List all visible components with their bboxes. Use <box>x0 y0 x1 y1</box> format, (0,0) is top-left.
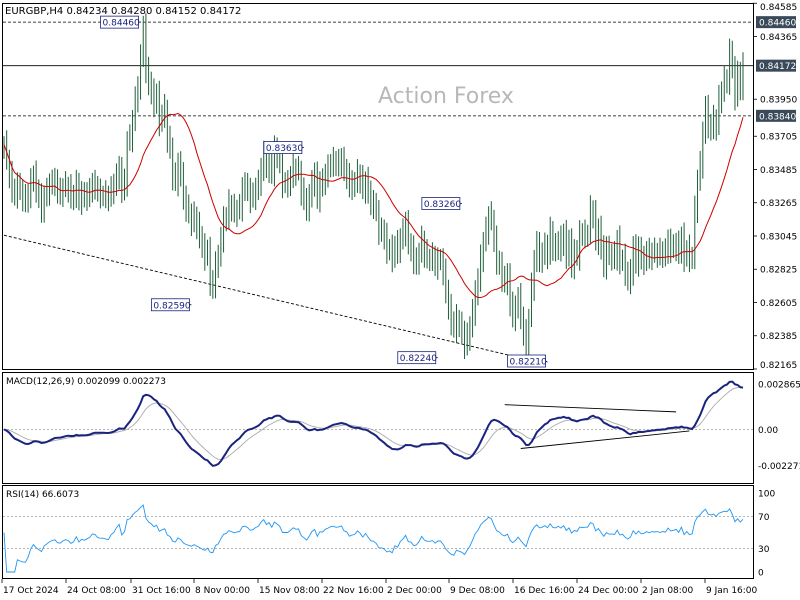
rsi-series <box>3 504 753 573</box>
x-tick-label: 2 Dec 00:00 <box>387 586 442 596</box>
chart-header: EURGBP,H4 0.84234 0.84280 0.84152 0.8417… <box>5 6 241 17</box>
rsi-line <box>3 504 744 573</box>
rsi-tick-label: 30 <box>758 545 770 555</box>
price-annotations: 0.84460 0.83630 0.83260 0.82590 0.82240 0.822… <box>100 15 548 368</box>
price-annotation: 0.82590 <box>151 298 192 312</box>
annotation-box <box>421 197 461 210</box>
price-tag-box <box>756 59 796 72</box>
annotation-label: 0.84460 <box>103 19 140 29</box>
x-tick-label: 31 Oct 16:00 <box>132 586 191 596</box>
annotation-box <box>507 354 546 368</box>
price-tag: 0.84460 <box>759 19 796 29</box>
price-annotation: 0.82210 <box>507 354 548 368</box>
price-pane <box>2 3 754 370</box>
price-tick-label: 0.82605 <box>760 299 797 309</box>
price-annotation: 0.83260 <box>421 197 462 210</box>
macd-tick-label: -0.002271 <box>758 462 800 472</box>
support-trendline <box>3 234 545 365</box>
x-tick-label: 17 Oct 2024 <box>3 586 59 596</box>
price-tick-label: 0.83705 <box>760 133 797 143</box>
macd-pane <box>2 372 754 484</box>
price-tag: 0.83840 <box>759 112 796 122</box>
support-line <box>3 234 545 365</box>
x-tick-label: 8 Nov 00:00 <box>195 586 250 596</box>
x-tick-label: 16 Dec 16:00 <box>514 586 575 596</box>
price-tag-box <box>756 16 796 29</box>
price-annotation: 0.82240 <box>397 351 438 365</box>
rsi-tick-label: 0 <box>758 569 764 579</box>
price-annotation: 0.84460 <box>100 15 141 29</box>
x-tick-label: 24 Oct 08:00 <box>67 586 126 596</box>
x-tick-label: 2 Jan 08:00 <box>642 586 694 596</box>
annotation-box <box>151 298 190 312</box>
macd-line <box>3 380 744 467</box>
price-tick-label: 0.84585 <box>760 3 797 13</box>
annotation-box <box>397 351 437 365</box>
rsi-tick-label: 100 <box>758 490 775 500</box>
x-tick-label: 15 Nov 08:00 <box>259 586 320 596</box>
ma-line <box>3 112 744 298</box>
x-tick-label: 9 Dec 08:00 <box>450 586 505 596</box>
macd-signal-line <box>3 387 743 461</box>
annotation-label: 0.83260 <box>424 200 461 210</box>
annotation-label: 0.83630 <box>266 144 303 154</box>
rsi-label: RSI(14) 66.6073 <box>6 490 79 500</box>
price-tick-label: 0.82825 <box>760 266 797 276</box>
x-tick-label: 22 Nov 16:00 <box>323 586 384 596</box>
annotation-box <box>263 141 303 154</box>
macd-series <box>3 380 753 467</box>
y-axes: 0.84585 0.84460 0.84365 0.84172 0.83950 0.838… <box>753 2 800 579</box>
price-tag-box <box>756 109 796 122</box>
x-tick-label: 9 Jan 16:00 <box>706 586 758 596</box>
price-tick-label: 0.82165 <box>760 361 797 371</box>
price-tick-label: 0.83265 <box>760 199 797 209</box>
price-tick-label: 0.84365 <box>760 33 797 43</box>
rsi-pane <box>2 485 754 579</box>
x-tick-label: 24 Dec 00:00 <box>578 586 639 596</box>
price-annotation: 0.83630 <box>263 141 304 154</box>
rsi-tick-label: 70 <box>758 513 770 523</box>
x-axis: 17 Oct 2024 24 Oct 08:00 31 Oct 16:00 8 Nov… <box>1 579 758 596</box>
annotation-label: 0.82590 <box>153 301 190 311</box>
watermark: Action Forex <box>378 84 514 109</box>
moving-average <box>3 112 744 298</box>
price-tick-label: 0.83950 <box>760 96 797 106</box>
price-tick-label: 0.83045 <box>760 232 797 242</box>
macd-triangle-line <box>520 430 690 449</box>
price-tick-label: 0.83485 <box>760 166 797 176</box>
price-series <box>3 13 744 366</box>
annotation-label: 0.82210 <box>510 358 547 368</box>
macd-label: MACD(12,26,9) 0.002099 0.002273 <box>6 377 166 387</box>
macd-tick-label: 0.002865 <box>758 380 800 390</box>
price-tick-label: 0.82385 <box>760 332 797 342</box>
annotation-label: 0.82240 <box>400 354 437 364</box>
macd-triangle-line <box>504 404 677 413</box>
price-tag: 0.84172 <box>759 62 796 72</box>
annotation-box <box>100 15 139 29</box>
macd-tick-label: 0.00 <box>758 426 778 436</box>
